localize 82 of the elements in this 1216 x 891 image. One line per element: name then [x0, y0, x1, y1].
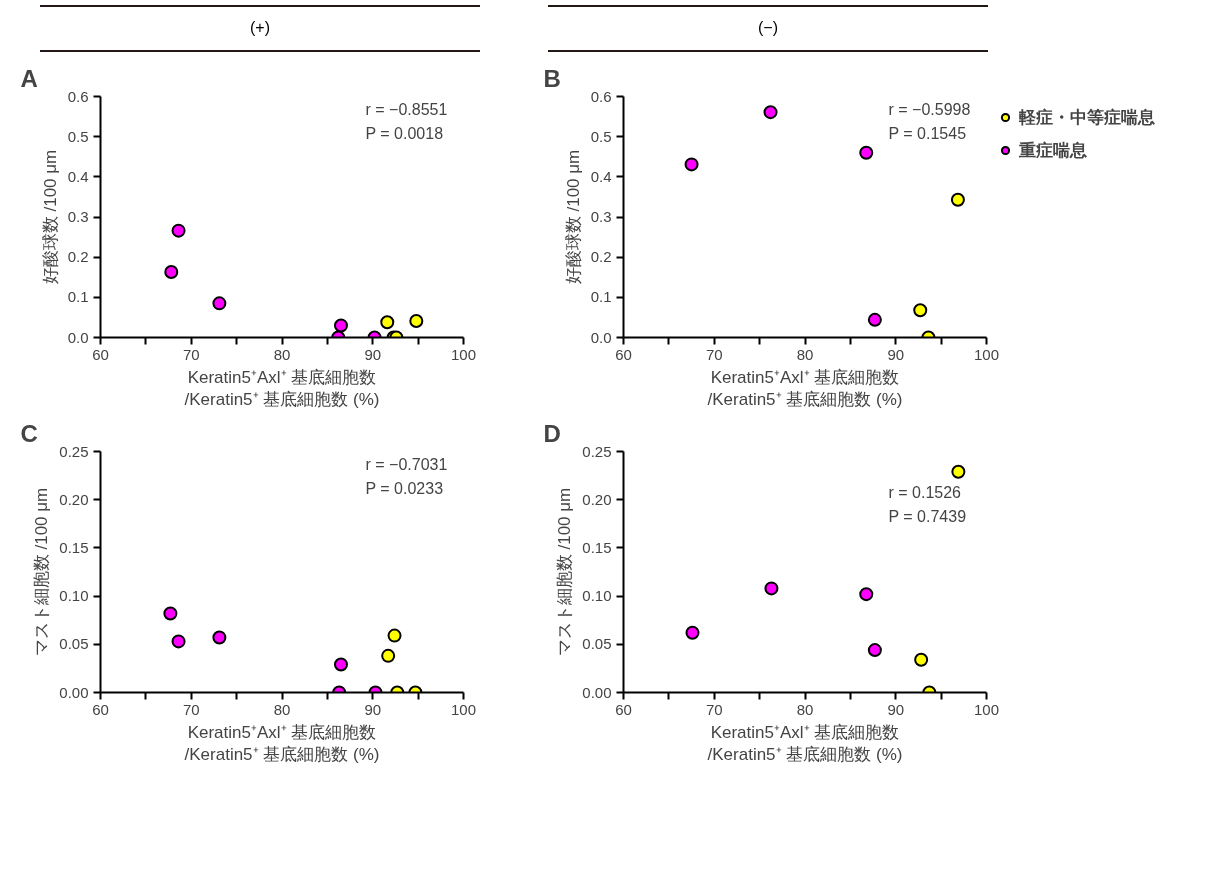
- chart-title: C: [20, 419, 38, 447]
- y-axis-title: マスト細胞数 /100 μm: [32, 487, 52, 657]
- x-tick-label: 80: [796, 345, 814, 363]
- x-axis-title: Keratin5⁺Axl⁺ 基底細胞数 /Keratin5⁺ 基底細胞数 (%): [707, 367, 903, 410]
- x-tick-label: 90: [364, 700, 382, 718]
- point: [951, 464, 966, 479]
- point: [763, 105, 778, 119]
- x-tick-label: 60: [615, 700, 632, 718]
- y-axis-title: 好酸球数 /100 μm: [40, 149, 60, 285]
- point: [913, 303, 928, 318]
- annotation: P = 0.0018: [365, 125, 444, 143]
- chart-subtitle: (−): [758, 18, 778, 38]
- x-tick-label: 60: [92, 345, 109, 363]
- annotation: r = −0.7031: [365, 456, 448, 474]
- legend-label: 重症喘息: [1019, 139, 1087, 162]
- y-tick-label: 0.1: [590, 288, 612, 306]
- annotation: P = 0.7439: [888, 507, 967, 525]
- x-tick-label: 70: [182, 700, 200, 718]
- y-tick-label: 0.20: [582, 490, 612, 508]
- y-tick-label: 0.25: [59, 442, 89, 460]
- y-tick-label: 0.05: [59, 635, 89, 653]
- y-tick-label: 0.5: [590, 127, 612, 145]
- x-tick-label: 70: [705, 345, 723, 363]
- point: [764, 581, 779, 596]
- chart-subtitle: (+): [250, 18, 270, 38]
- x-tick-label: 100: [450, 345, 477, 363]
- y-tick-label: 0.4: [590, 167, 612, 185]
- x-tick-label: 80: [273, 345, 291, 363]
- x-tick-label: 70: [705, 700, 723, 718]
- x-tick-label: 60: [92, 700, 109, 718]
- y-tick-label: 0.2: [67, 248, 89, 266]
- x-tick-label: 60: [615, 345, 632, 363]
- x-axis-title: Keratin5⁺Axl⁺ 基底細胞数 /Keratin5⁺ 基底細胞数 (%): [184, 367, 380, 410]
- y-tick-label: 0.05: [582, 635, 612, 653]
- point: [867, 642, 882, 657]
- x-tick-label: 100: [450, 700, 477, 718]
- y-tick-label: 0.0: [590, 328, 612, 346]
- point: [914, 652, 929, 667]
- chart-title: B: [543, 64, 561, 92]
- y-tick-label: 0.25: [582, 442, 612, 460]
- x-tick-label: 90: [887, 700, 905, 718]
- y-tick-label: 0.3: [590, 207, 612, 225]
- chart-title: D: [543, 419, 561, 447]
- y-tick-label: 0.0: [67, 328, 89, 346]
- x-tick-label: 90: [364, 345, 382, 363]
- y-tick-label: 0.15: [582, 538, 612, 556]
- x-tick-label: 80: [273, 700, 291, 718]
- annotation: P = 0.1545: [888, 125, 967, 143]
- annotation: r = 0.1526: [888, 483, 962, 501]
- x-tick-label: 70: [182, 345, 200, 363]
- chart-title: A: [20, 64, 38, 92]
- x-tick-label: 100: [973, 700, 1000, 718]
- point: [684, 157, 699, 172]
- y-tick-label: 0.2: [590, 248, 612, 266]
- annotation: r = −0.8551: [365, 101, 448, 119]
- annotation: r = −0.5998: [888, 101, 971, 119]
- y-tick-label: 0.6: [67, 87, 89, 105]
- y-tick-label: 0.3: [67, 207, 89, 225]
- annotation: P = 0.0233: [365, 480, 444, 498]
- y-tick-label: 0.4: [67, 167, 89, 185]
- x-tick-label: 100: [973, 345, 1000, 363]
- point: [685, 625, 700, 640]
- y-tick-label: 0.15: [59, 538, 89, 556]
- point: [859, 145, 874, 160]
- y-tick-label: 0.10: [582, 586, 612, 604]
- x-axis-title: Keratin5⁺Axl⁺ 基底細胞数 /Keratin5⁺ 基底細胞数 (%): [707, 722, 903, 765]
- legend-label: 軽症・中等症喘息: [1019, 106, 1155, 129]
- y-tick-label: 0.10: [59, 586, 89, 604]
- point: [859, 587, 874, 601]
- x-axis-title: Keratin5⁺Axl⁺ 基底細胞数 /Keratin5⁺ 基底細胞数 (%): [184, 722, 380, 765]
- y-tick-label: 0.1: [67, 288, 89, 306]
- x-tick-label: 80: [796, 700, 814, 718]
- y-tick-label: 0.00: [59, 683, 89, 701]
- point: [950, 192, 965, 207]
- y-tick-label: 0.6: [590, 87, 612, 105]
- y-tick-label: 0.5: [67, 127, 89, 145]
- y-axis-title: 好酸球数 /100 μm: [563, 149, 583, 285]
- x-tick-label: 90: [887, 345, 905, 363]
- y-tick-label: 0.20: [59, 490, 89, 508]
- point: [867, 312, 882, 327]
- y-axis-title: マスト細胞数 /100 μm: [555, 487, 575, 657]
- y-tick-label: 0.00: [582, 683, 612, 701]
